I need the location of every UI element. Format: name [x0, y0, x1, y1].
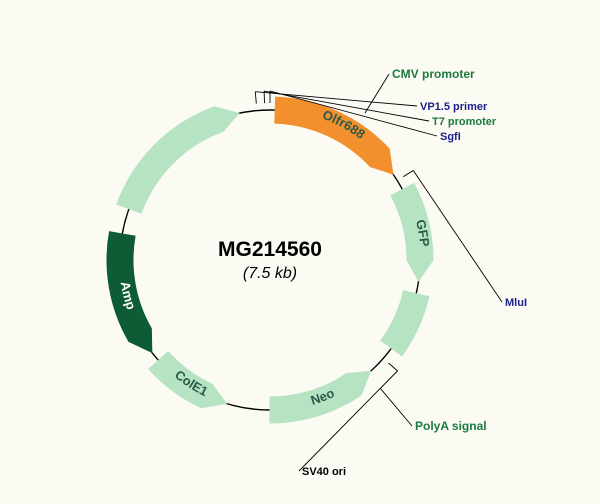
plasmid-map: Olfr688GFPNeoColE1AmpCMV promoterPolyA s… — [0, 0, 600, 504]
label-t7: T7 promoter — [432, 116, 497, 128]
label-sgfi: SgfI — [440, 131, 461, 143]
plasmid-size: (7.5 kb) — [243, 265, 297, 282]
label-cmv: CMV promoter — [392, 67, 475, 81]
label-sv40: SV40 ori — [302, 466, 346, 478]
label-mlui: MluI — [505, 297, 527, 309]
label-polya: PolyA signal — [415, 419, 487, 433]
plasmid-name: MG214560 — [218, 238, 322, 261]
label-vp15: VP1.5 primer — [420, 101, 488, 113]
